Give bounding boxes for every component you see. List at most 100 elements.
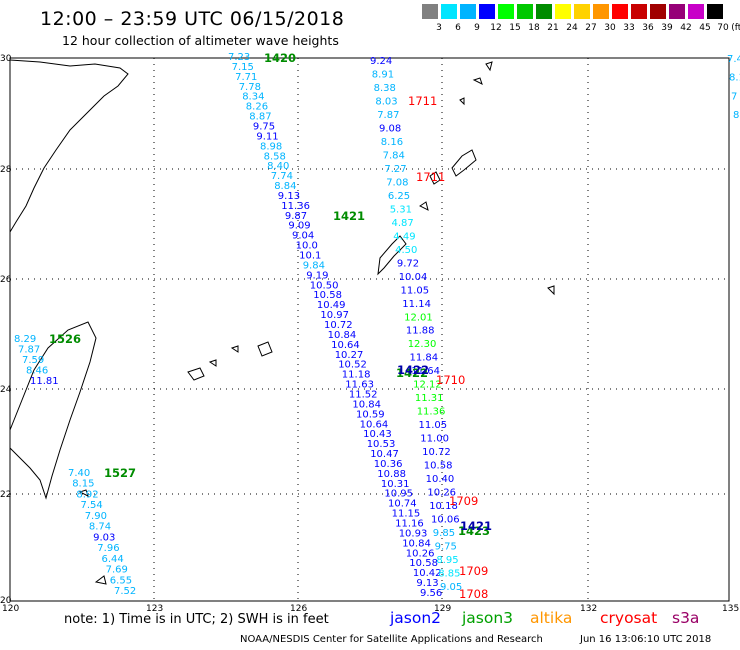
wave-height-label: 7.08: [386, 177, 408, 188]
wave-height-label: 11.31: [415, 393, 444, 404]
wave-height-label: 8.15: [72, 479, 94, 490]
wave-height-label: 10.74: [388, 499, 417, 510]
wave-height-label: 12.12: [413, 380, 442, 391]
wave-height-label: 7.23: [228, 52, 250, 63]
wave-height-label: 10.58: [313, 290, 342, 301]
scale-label: 33: [623, 23, 635, 33]
pass-time-labels: 1420 1421 1422 1423 1526 1527 1711 1711 …: [49, 51, 492, 601]
wave-height-label: 8.03: [375, 97, 397, 108]
pass-time-label: 1421: [460, 519, 492, 533]
scale-swatch-33: [612, 4, 628, 19]
graticule: [10, 58, 729, 601]
pass-time-label: 1708: [459, 587, 488, 601]
pass-time-label: 1527: [104, 466, 136, 480]
wave-height-label: 10.59: [356, 409, 385, 420]
wave-height-label: 11.15: [392, 509, 421, 520]
wave-height-label: 10.58: [424, 461, 453, 472]
wave-height-label: 8.38: [374, 83, 396, 94]
scale-swatch-39: [650, 4, 666, 19]
wave-height-label: 6.44: [102, 554, 124, 565]
wave-height-label: 7.40: [727, 54, 740, 65]
generated-timestamp: Jun 16 13:06:10 UTC 2018: [580, 634, 712, 645]
wave-height-label: 11.05: [401, 285, 430, 296]
scale-swatch-27: [574, 4, 590, 19]
wave-height-label: 9.24: [370, 56, 392, 67]
wave-height-label: 7.90: [85, 511, 107, 522]
legend-altika: altika: [530, 609, 573, 627]
wave-height-label: 7.40: [68, 468, 90, 479]
wave-height-label: 11.64: [411, 366, 440, 377]
wave-height-label: 4.87: [392, 218, 414, 229]
wave-height-label: 11.16: [395, 519, 424, 530]
wave-height-label: 7.69: [106, 565, 128, 576]
lon-tick: 135: [722, 604, 739, 614]
wave-height-label: 9.11: [256, 131, 278, 142]
wave-height-label: 4.49: [393, 231, 415, 242]
scale-swatch-6: [441, 4, 457, 19]
wave-height-label: 9.84: [303, 260, 325, 271]
wave-height-label: 8.46: [26, 366, 48, 377]
wave-height-label: 8.58: [264, 151, 286, 162]
lon-tick: 129: [434, 604, 451, 614]
wave-height-label: 11.14: [402, 299, 431, 310]
wave-height-label: 10.53: [367, 439, 396, 450]
scale-label: 27: [585, 23, 597, 33]
scale-label: 15: [509, 23, 521, 33]
wave-height-label: 9.56: [420, 588, 442, 599]
wave-height-label: 8.92: [76, 490, 98, 501]
wave-height-label: 8.26: [246, 102, 268, 113]
wave-height-label: 10.97: [320, 310, 349, 321]
scale-swatch-36: [631, 4, 647, 19]
wave-height-label: 9.19: [306, 270, 328, 281]
scale-swatch-70: [707, 4, 723, 19]
wave-height-label: 8.16: [381, 137, 403, 148]
pass-time-label: 1526: [49, 332, 81, 346]
scale-label: 3: [436, 23, 442, 33]
wave-height-label: 10.52: [338, 360, 367, 371]
wave-height-label: 11.88: [406, 326, 435, 337]
wave-height-label: 11.00: [420, 434, 449, 445]
wave-height-label: 11.52: [349, 390, 378, 401]
scale-label: 39: [661, 23, 673, 33]
wave-height-label: 10.42: [413, 568, 442, 579]
lat-tick: 24: [0, 385, 12, 395]
wave-height-label: 5.31: [390, 204, 412, 215]
wave-height-label: 9.08: [379, 123, 401, 134]
wave-height-label: 7.52: [114, 586, 136, 597]
wave-height-label: 12.30: [408, 339, 437, 350]
wave-height-label: 10.64: [360, 419, 389, 430]
pass-time-label: 1423: [458, 524, 490, 538]
wave-height-label: 7.54: [81, 500, 103, 511]
note-text: note: 1) Time is in UTC; 2) SWH is in fe…: [64, 612, 329, 627]
wave-height-label: 11.81: [30, 376, 59, 387]
wave-height-label: 10.84: [402, 538, 431, 549]
lon-tick: 120: [2, 604, 19, 614]
lon-tick: 126: [290, 604, 307, 614]
wave-height-label: 11.36: [281, 201, 310, 212]
pass-time-label: 1421: [333, 209, 365, 223]
lat-tick: 26: [0, 275, 12, 285]
wave-height-label: 11.18: [342, 370, 371, 381]
wave-height-label: 7.27: [384, 164, 406, 175]
wave-height-tracks: 7.237.157.717.788.348.268.879.759.118.98…: [14, 52, 740, 599]
scale-label: 12: [490, 23, 502, 33]
scale-unit-label: (ft): [731, 23, 740, 33]
lat-tick: 28: [0, 165, 12, 175]
credit-footer: NOAA/NESDIS Center for Satellite Applica…: [240, 634, 543, 645]
wave-height-label: 9.13: [416, 578, 438, 589]
wave-height-label: 8.85: [438, 569, 460, 580]
wave-height-label: 10.95: [384, 489, 413, 500]
wave-height-label: 10.64: [331, 340, 360, 351]
wave-height-label: 7: [731, 91, 737, 102]
scale-label: 42: [680, 23, 692, 33]
pass-time-label: 1420: [264, 51, 296, 65]
wave-height-label: 11.63: [345, 380, 374, 391]
pass-time-label: 1711: [416, 170, 445, 184]
pass-time-label: 1709: [449, 494, 478, 508]
wave-height-label: 10.04: [399, 272, 428, 283]
legend-s3a: s3a: [672, 609, 700, 627]
scale-label: 18: [528, 23, 540, 33]
wave-height-label: 9.75: [253, 122, 275, 133]
legend-jason2: jason2: [390, 609, 442, 627]
scale-swatch-45: [688, 4, 704, 19]
